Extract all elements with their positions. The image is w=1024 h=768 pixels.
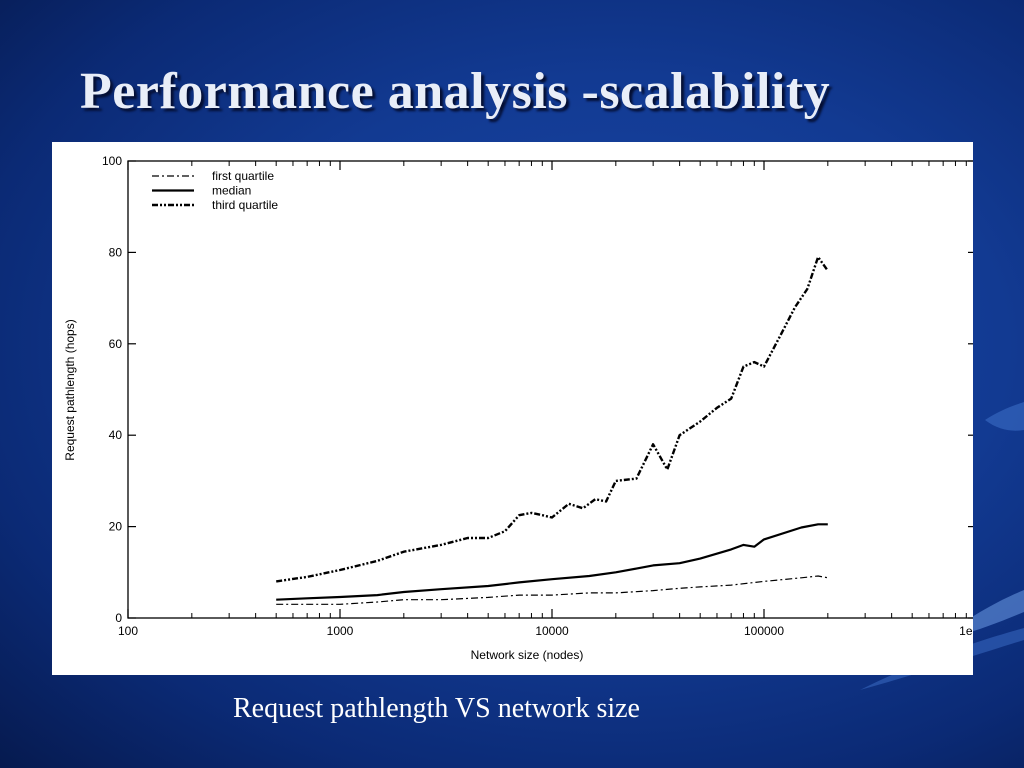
series-layer	[276, 255, 829, 605]
y-tick-label: 100	[102, 154, 122, 168]
x-tick-label: 10000	[535, 624, 569, 638]
pathlength-line-chart: 0 20 40 60 80 100 100 1000 10000 100000 1e+06 Netw…	[63, 154, 973, 662]
axis-tick-labels: 0 20 40 60 80 100 100 1000 10000 100000 1e+06	[102, 154, 973, 638]
legend-label: median	[212, 184, 251, 198]
series-line-third-quartile	[276, 255, 829, 583]
series-line-first-quartile	[276, 575, 828, 605]
plot-frame	[127, 160, 973, 619]
y-tick-label: 20	[109, 520, 123, 534]
slide-caption: Request pathlength VS network size	[233, 693, 640, 724]
legend-label: third quartile	[212, 198, 278, 212]
x-tick-label: 100	[118, 624, 138, 638]
x-tick-label: 100000	[744, 624, 784, 638]
axis-ticks	[127, 160, 973, 619]
legend-label: first quartile	[212, 169, 274, 183]
slide-title: Performance analysis -scalability	[80, 63, 831, 120]
y-tick-label: 60	[109, 337, 123, 351]
x-tick-label: 1000	[327, 624, 354, 638]
x-axis-label: Network size (nodes)	[471, 648, 584, 662]
series-line-median	[276, 523, 828, 601]
chart-panel: 0 20 40 60 80 100 100 1000 10000 100000 1e+06 Netw…	[52, 142, 973, 675]
y-tick-label: 40	[109, 428, 123, 442]
y-tick-label: 80	[109, 245, 123, 259]
y-tick-label: 0	[115, 611, 122, 625]
x-tick-label: 1e+06	[959, 624, 973, 638]
y-axis-label: Request pathlength (hops)	[63, 319, 77, 460]
